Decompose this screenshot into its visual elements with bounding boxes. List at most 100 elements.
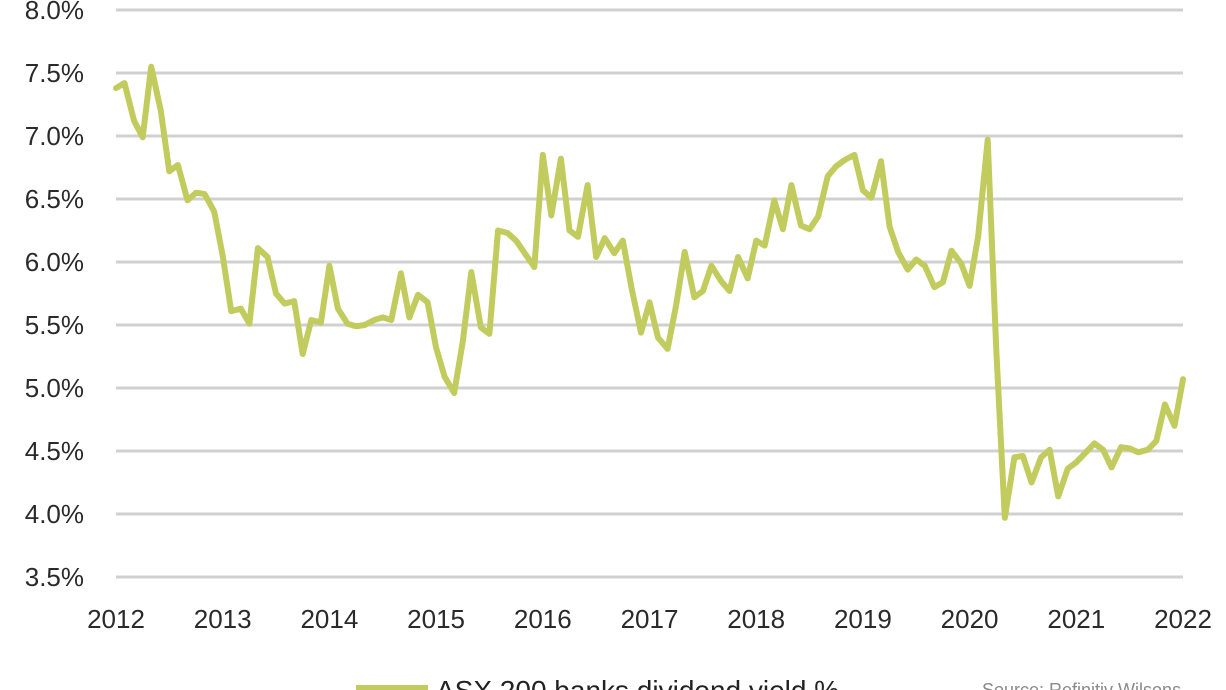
data-point [478, 325, 484, 330]
data-point [1109, 464, 1114, 470]
y-tick-label: 6.0% [25, 247, 84, 277]
data-point [638, 330, 644, 336]
data-point [345, 321, 350, 327]
data-point [788, 182, 794, 188]
data-point [531, 264, 537, 270]
data-point [122, 80, 127, 86]
data-point [575, 234, 581, 240]
data-point [415, 292, 421, 298]
data-point [308, 317, 314, 323]
data-point [940, 279, 946, 285]
data-point [665, 346, 671, 352]
y-tick-label: 6.5% [25, 184, 84, 214]
data-point [1180, 376, 1186, 382]
x-tick-label: 2018 [727, 604, 785, 634]
data-point [735, 254, 741, 260]
x-axis-ticks: 2012 2013 2014 2015 2016 2017 2018 2019 2020 2021… [87, 604, 1212, 634]
x-tick-label: 2016 [514, 604, 572, 634]
data-point [922, 263, 928, 269]
data-point [425, 299, 431, 305]
data-point [353, 323, 359, 329]
legend: ASX 200 banks dividend yield % [356, 675, 839, 690]
data-point [362, 322, 368, 328]
data-point [985, 137, 991, 143]
data-point [620, 238, 626, 244]
data-point [326, 263, 332, 269]
data-point [1002, 515, 1008, 521]
data-point [949, 248, 954, 254]
data-point [727, 288, 732, 294]
data-point [567, 228, 572, 233]
data-point [193, 190, 199, 196]
data-point [780, 226, 786, 232]
data-point [1127, 446, 1133, 451]
data-point [958, 260, 964, 266]
data-point [798, 223, 804, 228]
data-point [975, 234, 981, 240]
series-points [113, 64, 1186, 521]
data-point [140, 134, 146, 140]
data-point [1020, 453, 1026, 459]
data-point [388, 317, 394, 323]
y-tick-label: 5.5% [25, 310, 84, 340]
data-point [513, 238, 519, 244]
data-point [745, 275, 751, 281]
data-point [442, 374, 448, 380]
data-point [691, 294, 697, 300]
data-point [593, 254, 599, 260]
data-point [1118, 444, 1124, 450]
source-note: Source: Refinitiv Wilsons [982, 680, 1181, 690]
data-point [1038, 454, 1044, 460]
data-point [860, 187, 866, 193]
x-tick-label: 2012 [87, 604, 145, 634]
grid-lines [116, 8, 1183, 579]
data-point [673, 302, 679, 308]
data-point [913, 257, 919, 262]
x-tick-label: 2022 [1154, 604, 1212, 634]
data-point [708, 263, 714, 269]
data-point [807, 226, 813, 232]
data-point [1082, 451, 1088, 456]
y-tick-label: 4.0% [25, 499, 84, 529]
data-point [628, 284, 634, 290]
data-point [1153, 438, 1159, 444]
data-point [1091, 440, 1097, 446]
x-tick-label: 2013 [194, 604, 252, 634]
y-tick-label: 7.5% [25, 58, 84, 88]
data-point [246, 321, 252, 327]
legend-label: ASX 200 banks dividend yield % [436, 675, 839, 690]
data-point [148, 64, 154, 70]
data-point [468, 269, 474, 275]
data-point [495, 228, 501, 233]
data-point [238, 306, 244, 312]
data-point [291, 298, 297, 304]
x-tick-label: 2015 [407, 604, 465, 634]
data-point [522, 250, 528, 256]
data-point [585, 182, 591, 188]
data-point [682, 249, 688, 255]
data-point [486, 331, 492, 337]
data-point [967, 283, 973, 289]
data-point [1011, 454, 1017, 460]
data-point [318, 320, 324, 325]
data-point [460, 338, 466, 344]
data-point [647, 299, 652, 305]
data-point [398, 270, 404, 276]
data-point [1055, 493, 1061, 499]
data-point [451, 390, 457, 396]
data-point [548, 212, 554, 218]
data-point [887, 224, 893, 230]
data-point [868, 195, 874, 201]
y-axis-ticks: 3.5% 4.0% 4.5% 5.0% 5.5% 6.0% 6.5% 7.0% 7.5% 8.0% [25, 0, 84, 592]
y-tick-label: 4.5% [25, 436, 84, 466]
data-point [1135, 449, 1141, 455]
data-point [380, 314, 386, 320]
data-point [228, 308, 234, 314]
x-tick-label: 2021 [1047, 604, 1105, 634]
data-point [300, 351, 306, 357]
y-tick-label: 5.0% [25, 373, 84, 403]
data-point [931, 284, 937, 290]
data-point [131, 118, 137, 124]
data-point [166, 168, 172, 174]
